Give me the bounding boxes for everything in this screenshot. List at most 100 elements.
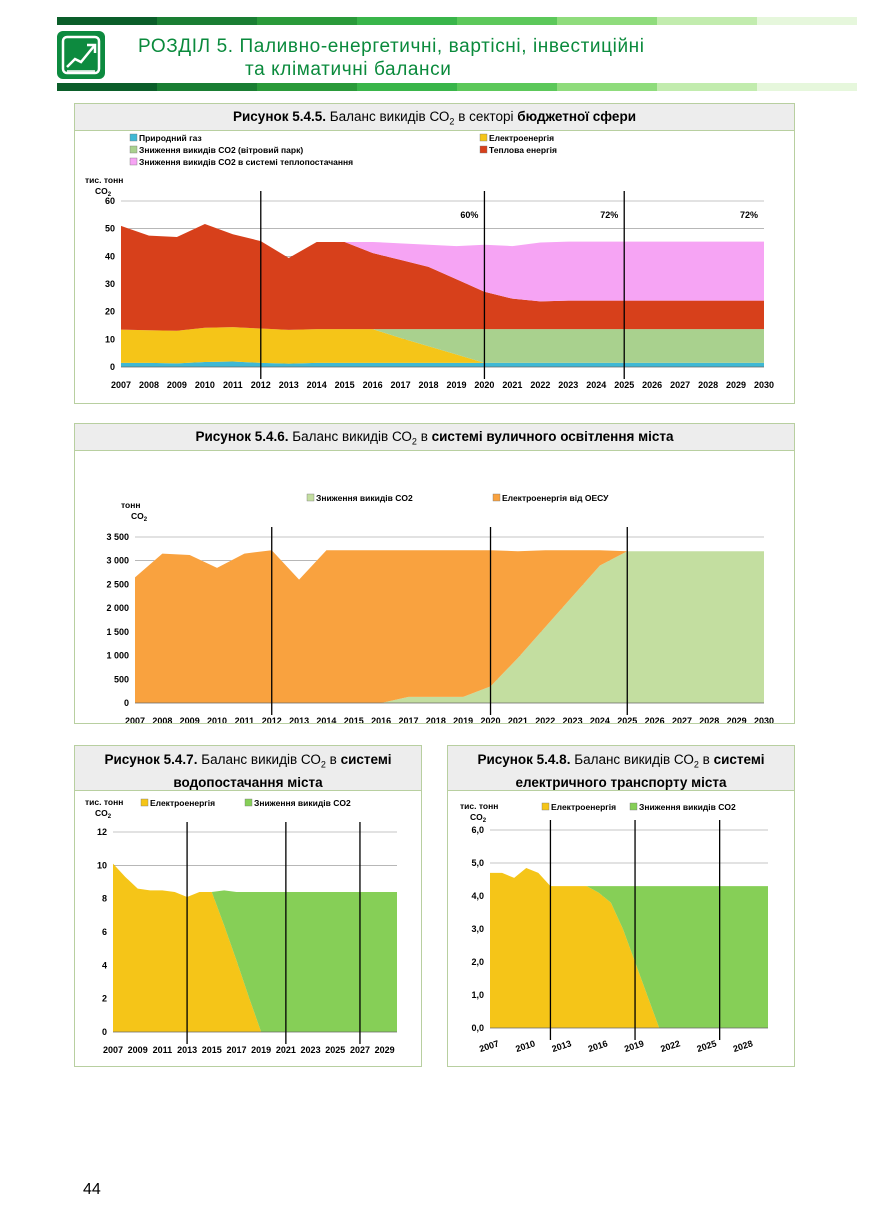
street-lighting-chart: 0 500 1 000 1 500 2 000 2 500 3 000 3 500 2007 20… xyxy=(106,493,774,723)
figure-number: Рисунок 5.4.6. xyxy=(195,429,289,444)
y-tick-label: 1 000 xyxy=(106,651,129,661)
x-tick-label: 2015 xyxy=(344,716,364,723)
legend-label: Природний газ xyxy=(139,133,202,143)
x-tick-label: 2017 xyxy=(226,1045,246,1055)
x-tick-label: 2027 xyxy=(672,716,692,723)
series-area xyxy=(135,550,764,703)
legend-label: Електроенергія від ОЕСУ xyxy=(502,493,609,503)
series-area xyxy=(113,863,397,1032)
x-tick-label: 2016 xyxy=(363,380,383,390)
x-tick-label: 2020 xyxy=(474,380,494,390)
figure-caption: Рисунок 5.4.5. Баланс викидів СО2 в сект… xyxy=(75,104,794,131)
figure-number: Рисунок 5.4.5. xyxy=(233,109,327,124)
x-tick-label: 2012 xyxy=(262,716,282,723)
x-tick-label: 2010 xyxy=(514,1038,536,1054)
y-tick-label: 40 xyxy=(105,251,115,261)
x-tick-label: 2020 xyxy=(481,716,501,723)
x-tick-label: 2009 xyxy=(167,380,187,390)
legend-swatch xyxy=(479,133,488,142)
legend-label: Зниження викидів CO2 в системі теплопост… xyxy=(139,157,353,167)
x-tick-label: 2013 xyxy=(279,380,299,390)
x-tick-label: 2019 xyxy=(453,716,473,723)
x-tick-label: 2019 xyxy=(446,380,466,390)
legend-swatch xyxy=(306,493,315,502)
x-tick-label: 2023 xyxy=(301,1045,321,1055)
figure-number: Рисунок 5.4.8. xyxy=(477,752,571,767)
water-supply-chart: 0 2 4 6 8 10 12 2007 2009 2011 2013 2015 2017 2019 202… xyxy=(85,797,397,1055)
series-area xyxy=(121,327,764,363)
x-tick-label: 2019 xyxy=(623,1038,645,1054)
figure-water-supply: Рисунок 5.4.7. Баланс викидів СО2 в сист… xyxy=(74,745,422,1067)
legend-swatch xyxy=(244,798,253,807)
y-axis-label: тис. тонн CO2 xyxy=(460,801,498,824)
x-tick-label: 2009 xyxy=(180,716,200,723)
series-area xyxy=(121,327,764,364)
x-tick-label: 2007 xyxy=(111,380,131,390)
x-tick-label: 2018 xyxy=(419,380,439,390)
figure-street-lighting: Рисунок 5.4.6. Баланс викидів СО2 в сист… xyxy=(74,423,795,724)
section-prefix: РОЗДІЛ 5. xyxy=(138,36,234,57)
electric-transport-chart: 0,0 1,0 2,0 3,0 4,0 5,0 6,0 2007 2010 2013 2016 201… xyxy=(460,801,768,1054)
header-bottom-band xyxy=(57,83,857,91)
section-logo-icon xyxy=(57,31,105,79)
x-tick-label: 2013 xyxy=(551,1038,573,1054)
figure-caption: Рисунок 5.4.6. Баланс викидів СО2 в сист… xyxy=(75,424,794,451)
x-tick-label: 2019 xyxy=(251,1045,271,1055)
x-tick-label: 2022 xyxy=(535,716,555,723)
x-tick-label: 2011 xyxy=(153,1045,173,1055)
x-tick-label: 2022 xyxy=(530,380,550,390)
x-tick-label: 2026 xyxy=(645,716,665,723)
y-tick-label: 2 500 xyxy=(106,579,129,589)
annotation-label: 72% xyxy=(740,210,758,220)
x-tick-label: 2024 xyxy=(590,716,610,723)
legend-label: Зниження викидів CO2 xyxy=(639,802,736,812)
x-tick-label: 2014 xyxy=(316,716,336,723)
series-area xyxy=(135,551,764,703)
legend-swatch xyxy=(541,802,550,811)
y-tick-label: 0 xyxy=(110,362,115,372)
x-tick-label: 2017 xyxy=(391,380,411,390)
y-tick-label: 50 xyxy=(105,224,115,234)
y-tick-label: 0 xyxy=(102,1027,107,1037)
legend-swatch xyxy=(129,133,138,142)
figure-budget-sector: Рисунок 5.4.5. Баланс викидів СО2 в сект… xyxy=(74,103,795,404)
x-tick-label: 2009 xyxy=(128,1045,148,1055)
x-tick-label: 2022 xyxy=(659,1038,681,1054)
y-tick-label: 3 500 xyxy=(106,532,129,542)
y-tick-label: 12 xyxy=(97,827,107,837)
page-number: 44 xyxy=(83,1181,101,1198)
x-tick-label: 2023 xyxy=(558,380,578,390)
y-axis-label: тис. тонн CO2 xyxy=(85,797,123,820)
x-tick-label: 2017 xyxy=(398,716,418,723)
section-title: РОЗДІЛ 5. Паливно-енергетичні, вартісні,… xyxy=(138,34,645,59)
x-tick-label: 2023 xyxy=(563,716,583,723)
x-tick-label: 2027 xyxy=(350,1045,370,1055)
x-tick-label: 2021 xyxy=(508,716,528,723)
y-tick-label: 6 xyxy=(102,927,107,937)
x-tick-label: 2008 xyxy=(152,716,172,723)
x-tick-label: 2028 xyxy=(698,380,718,390)
y-tick-label: 0,0 xyxy=(471,1023,484,1033)
y-tick-label: 5,0 xyxy=(471,858,484,868)
x-tick-label: 2028 xyxy=(732,1038,754,1054)
x-tick-label: 2011 xyxy=(223,380,243,390)
figure-electric-transport: Рисунок 5.4.8. Баланс викидів СО2 в сист… xyxy=(447,745,795,1067)
x-tick-label: 2029 xyxy=(727,716,747,723)
x-tick-label: 2027 xyxy=(670,380,690,390)
x-tick-label: 2025 xyxy=(614,380,634,390)
x-tick-label: 2030 xyxy=(754,716,774,723)
legend-swatch xyxy=(492,493,501,502)
x-tick-label: 2015 xyxy=(202,1045,222,1055)
legend-swatch xyxy=(129,145,138,154)
y-tick-label: 3,0 xyxy=(471,924,484,934)
x-tick-label: 2013 xyxy=(289,716,309,723)
x-tick-label: 2021 xyxy=(502,380,522,390)
y-tick-label: 500 xyxy=(114,674,129,684)
figure-caption: Рисунок 5.4.8. Баланс викидів СО2 в сист… xyxy=(448,746,794,791)
x-tick-label: 2025 xyxy=(617,716,637,723)
x-tick-label: 2012 xyxy=(251,380,271,390)
series-area xyxy=(121,223,764,302)
x-tick-label: 2007 xyxy=(125,716,145,723)
figure-number: Рисунок 5.4.7. xyxy=(104,752,198,767)
